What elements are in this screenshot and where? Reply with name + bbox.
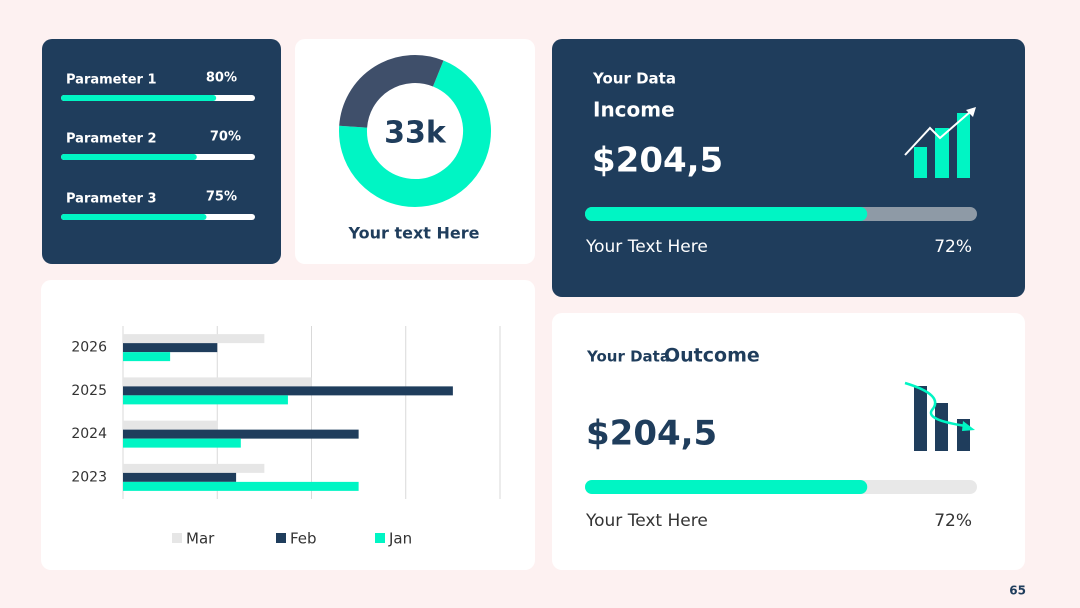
bar — [123, 438, 241, 448]
donut-segment — [339, 60, 491, 207]
chart-card — [41, 280, 535, 570]
bar — [123, 377, 312, 387]
progress-fill — [61, 95, 217, 101]
decline-icon — [904, 381, 975, 451]
progress-fill — [61, 214, 207, 220]
bar — [123, 429, 359, 439]
y-tick-label: 2025 — [71, 383, 107, 399]
y-tick-label: 2023 — [71, 469, 107, 485]
y-tick-label: 2026 — [71, 340, 107, 356]
legend-swatch — [375, 533, 385, 543]
bar — [123, 463, 265, 473]
y-tick-label: 2024 — [71, 426, 107, 442]
card-title: Outcome — [664, 345, 760, 367]
bar — [123, 481, 359, 491]
parameter-label: Parameter 2 — [66, 132, 157, 147]
bar — [123, 352, 171, 362]
growth-icon — [904, 107, 976, 178]
parameter-value: 80% — [206, 71, 237, 86]
kicker: Your Data — [592, 70, 676, 88]
parameter-label: Parameter 3 — [66, 192, 157, 207]
card-title: Income — [593, 98, 675, 122]
progress-fill — [61, 154, 197, 160]
outcome-card — [552, 313, 1025, 570]
bar — [123, 334, 265, 344]
percent: 72% — [934, 237, 972, 257]
progress-fill — [585, 480, 868, 494]
progress-fill — [585, 207, 868, 221]
donut-segment — [339, 55, 444, 129]
legend-swatch — [172, 533, 182, 543]
legend-label: Feb — [290, 530, 317, 548]
donut-caption: Your text Here — [348, 224, 480, 243]
amount: $204,5 — [586, 414, 717, 454]
income-card — [552, 39, 1025, 297]
donut-center: 33k — [384, 116, 447, 151]
page-number: 65 — [1009, 584, 1026, 598]
bar — [123, 343, 218, 353]
kicker: Your Data — [586, 348, 670, 366]
bar — [123, 472, 237, 482]
legend-label: Jan — [388, 530, 412, 548]
bar — [123, 420, 218, 430]
legend-label: Mar — [186, 530, 215, 548]
legend-swatch — [276, 533, 286, 543]
percent: 72% — [934, 511, 972, 531]
parameter-label: Parameter 1 — [66, 73, 157, 88]
amount: $204,5 — [592, 141, 723, 181]
bar — [123, 395, 288, 405]
bar — [123, 386, 453, 396]
parameter-value: 70% — [210, 130, 241, 145]
donut — [339, 55, 491, 207]
parameter-value: 75% — [206, 190, 237, 205]
caption: Your Text Here — [585, 511, 708, 531]
caption: Your Text Here — [585, 237, 708, 257]
